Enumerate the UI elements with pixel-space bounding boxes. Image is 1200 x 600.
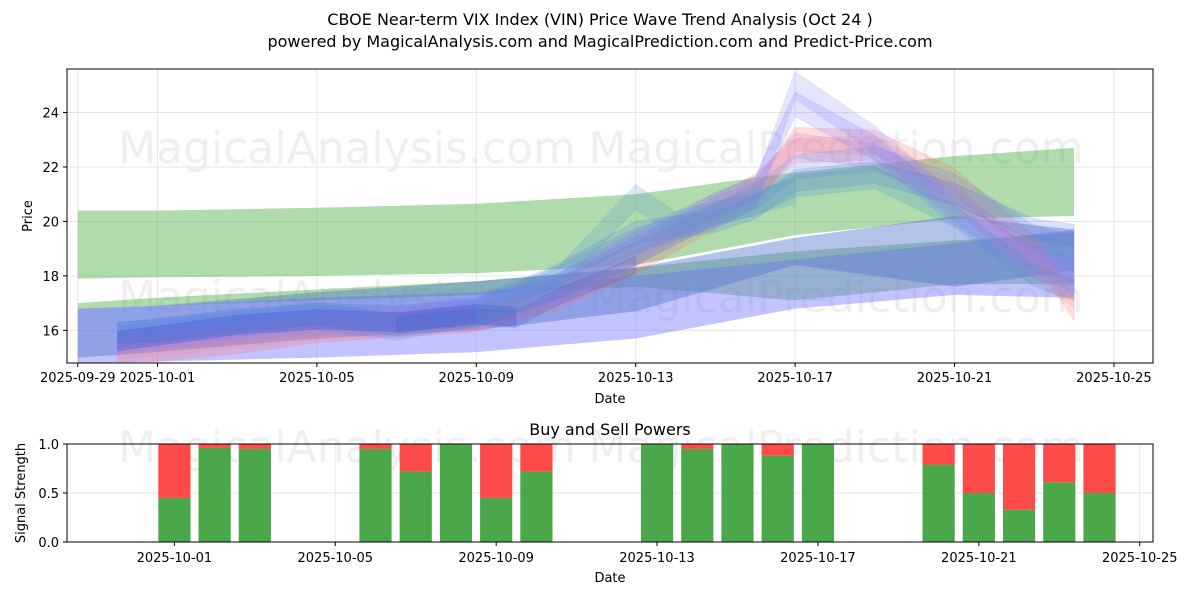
buy-bar	[640, 444, 674, 542]
y-tick-label: 16	[42, 324, 59, 339]
buy-bar	[399, 471, 432, 542]
x-axis-label: Date	[594, 571, 625, 586]
x-tick-label: 2025-10-09	[458, 551, 534, 566]
buy-bar	[359, 448, 392, 542]
buy-bar	[761, 455, 794, 542]
watermark-text: MagicalPrediction.com	[589, 272, 1084, 323]
bar-chart-title: Buy and Sell Powers	[529, 420, 691, 439]
blue-main-channel	[77, 216, 1075, 358]
buy-bar	[1043, 482, 1076, 542]
x-tick-label: 2025-10-17	[780, 551, 856, 566]
buy-bar	[439, 444, 473, 542]
sell-bar	[198, 444, 231, 448]
buy-bar	[198, 447, 231, 542]
y-axis-label: Price	[21, 200, 36, 232]
red-wave-1	[117, 126, 1075, 363]
blue-peak-wave-1	[117, 70, 1075, 356]
y-tick-label: 22	[42, 161, 59, 176]
main-plot-frame	[66, 68, 1154, 364]
chart-title-line1: CBOE Near-term VIX Index (VIN) Price Wav…	[327, 10, 872, 29]
teal-wave-1	[117, 166, 1075, 345]
buy-bar	[721, 444, 754, 542]
buy-bar	[801, 444, 835, 542]
watermark-text: MagicalPrediction.com	[589, 123, 1084, 174]
x-tick-label: 2025-10-17	[757, 371, 833, 386]
green-lower-channel	[77, 232, 1075, 309]
buy-bar	[962, 493, 995, 542]
x-tick-label: 2025-10-05	[279, 371, 355, 386]
sell-bar	[761, 444, 794, 456]
buy-bar	[922, 464, 955, 542]
chart-title-line2: powered by MagicalAnalysis.com and Magic…	[267, 32, 932, 51]
x-tick-label: 2025-10-05	[298, 551, 374, 566]
x-tick-label: 2025-09-29	[40, 371, 116, 386]
sell-bar	[681, 444, 714, 449]
red-wave-2	[117, 135, 1075, 360]
sell-bar	[1083, 444, 1116, 493]
y-tick-label: 1.0	[38, 438, 59, 453]
purple-wave-1	[117, 132, 1075, 355]
signal-plot: MagicalAnalysis.com MagicalPrediction.com…	[14, 422, 1178, 586]
sell-bar	[480, 444, 513, 498]
y-tick-label: 20	[42, 215, 59, 230]
price-series-layer	[77, 70, 1075, 363]
x-axis-label: Date	[594, 392, 625, 407]
teal-peak-wave	[475, 178, 796, 327]
buy-bar	[480, 497, 513, 542]
y-tick-label: 18	[42, 270, 59, 285]
blue-wave-3	[117, 146, 1075, 349]
buy-bar	[681, 448, 714, 542]
y-tick-label: 0.0	[38, 536, 59, 551]
y-tick-label: 0.5	[38, 487, 59, 502]
sell-bar	[922, 444, 955, 465]
y-axis-label: Signal Strength	[14, 443, 29, 543]
sell-bar	[962, 444, 995, 493]
blue-lower-channel	[77, 229, 1075, 363]
x-tick-label: 2025-10-09	[439, 371, 515, 386]
sell-bar	[1043, 444, 1076, 483]
buy-bar	[1083, 493, 1116, 542]
x-tick-label: 2025-10-21	[917, 371, 993, 386]
sell-bar	[158, 444, 191, 498]
x-tick-label: 2025-10-25	[1102, 551, 1178, 566]
blue-peak-wave-2	[117, 91, 1075, 352]
sell-bar	[520, 444, 553, 472]
sell-bar	[1002, 444, 1036, 510]
green-upper-channel	[77, 147, 1075, 279]
price-plot: MagicalAnalysis.com MagicalPrediction.com…	[21, 68, 1154, 407]
x-tick-label: 2025-10-21	[941, 551, 1017, 566]
sell-bar	[399, 444, 432, 472]
x-tick-label: 2025-10-13	[619, 551, 695, 566]
x-tick-label: 2025-10-01	[120, 371, 196, 386]
x-tick-label: 2025-10-25	[1076, 371, 1152, 386]
buy-bar	[158, 497, 191, 542]
y-tick-label: 24	[42, 107, 59, 122]
x-tick-label: 2025-10-13	[598, 371, 674, 386]
watermark-text: MagicalAnalysis.com	[118, 272, 576, 323]
buy-bar	[1002, 509, 1036, 542]
dark-blue-wave	[117, 303, 517, 352]
steel-wave-early	[396, 256, 637, 334]
buy-bar	[238, 448, 271, 542]
sell-bar	[238, 444, 271, 449]
buy-bar	[520, 471, 553, 542]
watermark-text: MagicalAnalysis.com	[118, 123, 576, 174]
sell-bar	[359, 444, 392, 449]
x-tick-label: 2025-10-01	[137, 551, 213, 566]
blue-wave-4	[117, 161, 1075, 345]
